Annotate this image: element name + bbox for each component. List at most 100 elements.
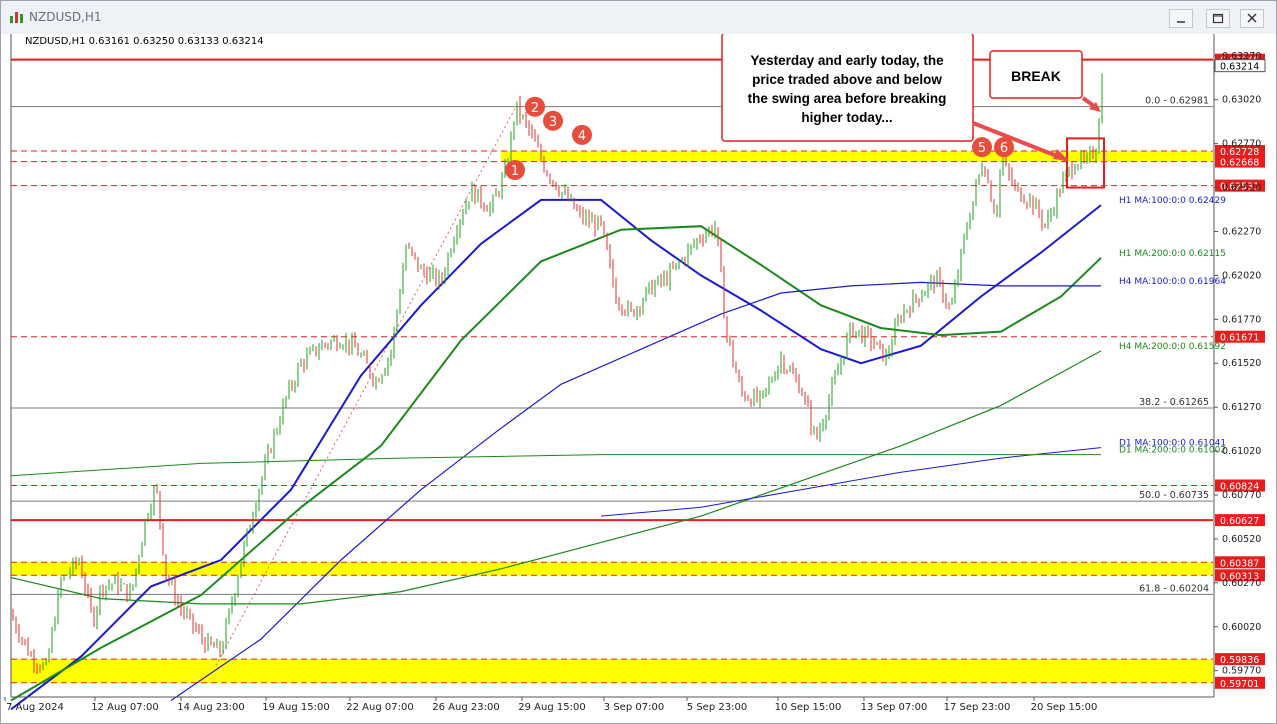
moving-average-label: H1 MA:100:0:0 0.62429	[1119, 196, 1226, 206]
maximize-icon	[1212, 13, 1224, 24]
break-arrowhead	[1089, 102, 1101, 112]
price-tag	[1215, 569, 1265, 582]
break-label-box	[989, 50, 1083, 99]
y-tick-label: 0.59770	[1222, 666, 1261, 677]
price-tag	[1215, 479, 1265, 492]
marker-label: 5	[978, 141, 986, 156]
close-button[interactable]	[1240, 9, 1264, 28]
price-tag-label: 0.59701	[1220, 679, 1259, 690]
moving-average-label: H1 MA:200:0:0 0.62115	[1119, 249, 1226, 259]
x-tick-label: 22 Aug 07:00	[346, 702, 413, 713]
moving-average-line	[600, 447, 1102, 517]
fib-label: 38.2 - 0.61265	[1139, 397, 1209, 408]
close-icon	[1247, 13, 1257, 23]
marker-label: 2	[531, 101, 539, 116]
moving-average-label: D1 MA:200:0:0 0.61002	[1119, 446, 1226, 456]
y-tick-label: 0.61020	[1222, 446, 1261, 457]
fib-label: 0.0 - 0.62981	[1145, 96, 1209, 107]
price-tag-label: 0.62531	[1220, 182, 1259, 193]
callout-arrow	[972, 121, 1068, 162]
price-tag-label: 0.60313	[1220, 571, 1259, 582]
marker-circle	[525, 96, 545, 117]
moving-average-line	[10, 225, 1102, 702]
price-tag	[1215, 145, 1265, 158]
y-tick-label: 0.61770	[1222, 314, 1261, 325]
current-price-label: 0.63214	[1220, 62, 1259, 73]
marker-circle	[543, 110, 563, 131]
symbol-header: NZDUSD,H1 0.63161 0.63250 0.63133 0.6321…	[25, 36, 264, 47]
price-tag-label: 0.62728	[1220, 147, 1259, 158]
moving-average-label: D1 MA:100:0:0 0.61041	[1119, 439, 1226, 449]
x-tick-label: 3 Sep 07:00	[604, 702, 664, 713]
price-chart[interactable]: 0.632480.627280.626680.625310.616710.608…	[1, 34, 1276, 723]
callout-text: the swing area before breaking	[748, 91, 947, 106]
fib-label: 61.8 - 0.60204	[1139, 583, 1209, 594]
price-tag-label: 0.59836	[1220, 655, 1259, 666]
moving-average-line	[10, 198, 1102, 711]
price-tag	[1215, 514, 1265, 527]
callout-text: price traded above and below	[752, 72, 942, 87]
callout-text: Yesterday and early today, the	[750, 53, 944, 68]
window-titlebar: NZDUSD,H1	[1, 1, 1276, 35]
break-label: BREAK	[1011, 68, 1061, 84]
marker-circle	[505, 160, 525, 180]
minimize-icon	[1177, 21, 1185, 23]
price-tag	[1215, 653, 1265, 666]
marker-circle	[972, 137, 992, 158]
y-tick-label: 0.62770	[1222, 139, 1261, 150]
y-tick-label: 0.62270	[1222, 226, 1261, 237]
price-tag-label: 0.62668	[1220, 158, 1259, 169]
minimize-button[interactable]	[1169, 9, 1193, 28]
y-tick-label: 0.61520	[1222, 358, 1261, 369]
x-tick-label: 19 Aug 15:00	[262, 702, 329, 713]
break-box	[1066, 137, 1105, 189]
price-tag	[1215, 155, 1265, 168]
price-tag-label: 0.60627	[1220, 516, 1259, 527]
marker-circle	[994, 137, 1014, 158]
marker-label: 6	[1000, 141, 1008, 156]
callout-text: higher today...	[801, 110, 892, 125]
x-tick-label: 26 Aug 23:00	[432, 702, 499, 713]
marker-arrow	[552, 140, 571, 156]
price-tag	[1215, 330, 1265, 343]
fib-trendline	[215, 106, 517, 666]
y-tick-label: 0.60770	[1222, 490, 1261, 501]
y-tick-label: 0.63270	[1222, 51, 1261, 62]
moving-average-line	[10, 350, 1102, 605]
support-zone	[501, 151, 1213, 162]
maximize-button[interactable]	[1206, 9, 1230, 28]
x-tick-label: 7 Aug 2024	[6, 702, 64, 713]
support-zone	[11, 659, 1213, 683]
y-tick-label: 0.62520	[1222, 183, 1261, 194]
y-tick-label: 0.60520	[1222, 534, 1261, 545]
moving-average-line	[10, 454, 1101, 477]
price-tag	[1215, 179, 1265, 192]
price-tag	[1215, 556, 1265, 569]
x-tick-label: 5 Sep 23:00	[687, 702, 747, 713]
price-tag-label: 0.60824	[1220, 482, 1259, 493]
marker-label: 1	[511, 164, 519, 179]
fib-label: 50.0 - 0.60735	[1139, 490, 1209, 501]
price-tag-label: 0.60387	[1220, 558, 1259, 569]
callout-box	[721, 34, 974, 142]
x-tick-label: 12 Aug 07:00	[91, 702, 158, 713]
y-tick-label: 0.61270	[1222, 402, 1261, 413]
marker-circle	[572, 124, 592, 145]
moving-average-line	[170, 281, 1101, 701]
current-price-tag	[1214, 59, 1266, 73]
y-tick-label: 0.60270	[1222, 578, 1261, 589]
x-tick-label: 17 Sep 23:00	[944, 702, 1011, 713]
y-tick-label: 0.62020	[1222, 270, 1261, 281]
price-tag-label: 0.61671	[1220, 333, 1259, 344]
window-title: NZDUSD,H1	[29, 10, 102, 24]
marker-label: 4	[578, 129, 586, 144]
x-tick-label: 29 Aug 15:00	[518, 702, 585, 713]
chart-icon	[10, 12, 23, 23]
price-tag	[1215, 676, 1265, 689]
callout-arrowhead	[1053, 149, 1069, 161]
x-tick-label: 14 Aug 23:00	[177, 702, 244, 713]
x-tick-label: 10 Sep 15:00	[775, 702, 842, 713]
marker-label: 3	[549, 115, 557, 130]
moving-average-label: H4 MA:200:0:0 0.61592	[1119, 342, 1226, 352]
